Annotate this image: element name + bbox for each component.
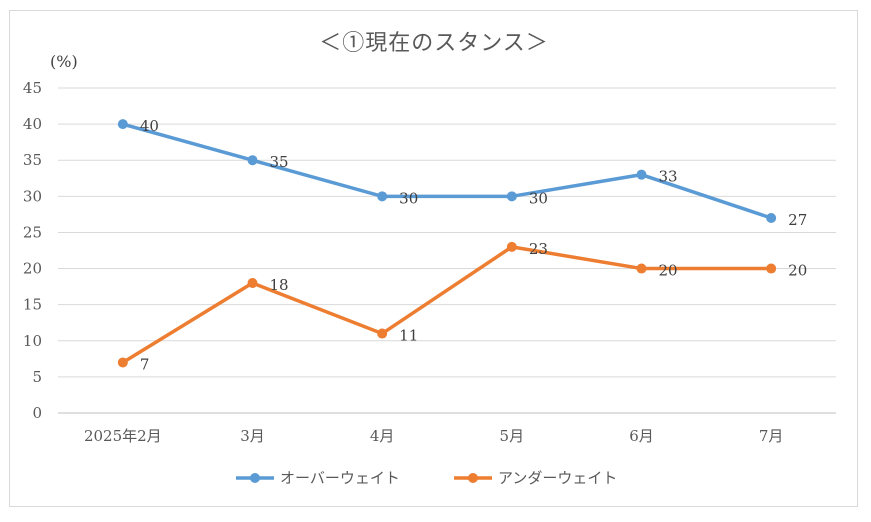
data-point: [247, 278, 258, 288]
x-tick-label: 5月: [500, 427, 525, 445]
y-tick-label: 20: [23, 260, 42, 278]
data-label: 11: [399, 327, 418, 345]
series-line-1: [121, 122, 773, 220]
x-tick-label: 7月: [759, 427, 784, 445]
data-point: [247, 155, 258, 166]
y-tick-label: 0: [32, 404, 42, 422]
legend-label: アンダーウェイト: [498, 469, 617, 487]
data-point: [117, 119, 128, 130]
data-label: 30: [399, 189, 418, 207]
legend-marker: [468, 473, 478, 483]
y-tick-label: 45: [23, 79, 42, 97]
data-point: [117, 357, 128, 368]
data-label: 18: [270, 276, 289, 294]
data-label: 40: [140, 117, 159, 135]
x-tick-label: 2025年2月: [84, 427, 162, 445]
chart-title: ＜①現在のスタンス＞: [319, 31, 549, 56]
data-point: [377, 328, 388, 339]
data-label: 35: [270, 153, 289, 171]
data-label: 27: [788, 211, 807, 229]
x-tick-label: 3月: [240, 427, 265, 445]
y-axis-ticks: 0 5 10 15 20 25 30 35 40 45: [23, 79, 42, 422]
data-point: [766, 213, 777, 223]
legend-label: オーバーウェイト: [280, 469, 400, 487]
legend-marker: [250, 473, 260, 483]
y-tick-label: 30: [23, 187, 42, 205]
y-tick-label: 35: [23, 151, 42, 169]
legend: オーバーウェイト アンダーウェイト: [236, 469, 617, 487]
series-line-2: [121, 245, 773, 365]
data-point: [766, 263, 777, 274]
y-tick-label: 25: [23, 223, 42, 241]
y-tick-label: 10: [23, 332, 42, 350]
data-point: [636, 263, 647, 274]
data-point: [377, 191, 388, 202]
x-axis-ticks: 2025年2月 3月 4月 5月 6月 7月: [84, 427, 783, 445]
y-tick-label: 5: [32, 368, 42, 386]
data-labels: 40 35 30 30 33 27 7 18 11 23 20 20: [140, 117, 807, 373]
chart-frame: [9, 10, 858, 507]
y-tick-label: 40: [23, 115, 42, 133]
series-group: [117, 119, 777, 368]
data-label: 23: [529, 240, 548, 258]
data-label: 30: [529, 189, 548, 207]
data-point: [506, 191, 517, 202]
data-label: 20: [659, 262, 678, 280]
x-tick-label: 6月: [629, 427, 654, 445]
data-label: 7: [140, 355, 150, 373]
y-tick-label: 15: [23, 296, 42, 314]
data-point: [636, 169, 647, 180]
data-point: [506, 241, 517, 252]
x-tick-label: 4月: [370, 427, 395, 445]
data-label: 33: [659, 168, 678, 186]
y-axis-unit-label: (%): [50, 52, 78, 71]
data-label: 20: [788, 262, 807, 280]
